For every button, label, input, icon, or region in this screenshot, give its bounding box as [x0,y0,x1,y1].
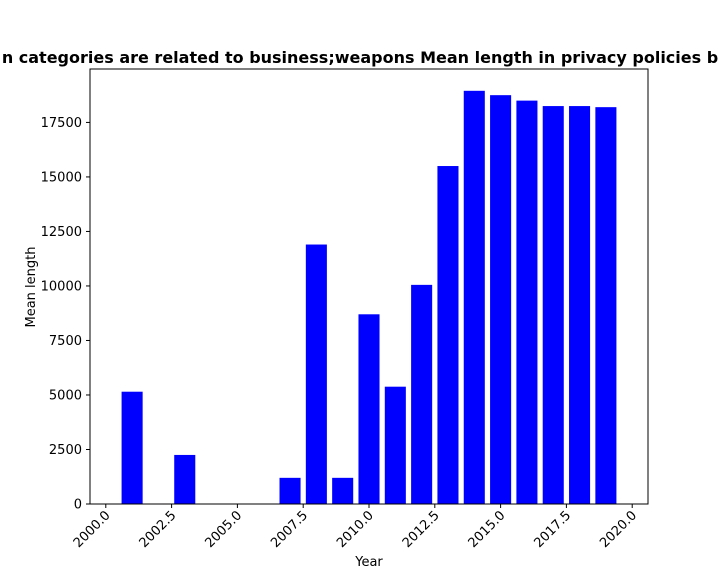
bar-2009 [332,477,354,504]
bar-2017 [542,106,564,504]
x-tick-label: 2012.5 [400,508,443,551]
x-tick-label: 2015.0 [466,508,509,551]
bar-2015 [490,95,512,505]
bar-2014 [463,90,485,505]
bar-2011 [384,386,406,504]
y-tick-label: 17500 [41,116,82,131]
bar-2010 [358,314,380,504]
bar-2013 [437,166,459,504]
bar-2001 [121,391,143,504]
y-tick-label: 15000 [41,170,82,185]
bar-2018 [569,106,591,504]
bar-2016 [516,100,538,504]
y-tick-label: 2500 [49,443,82,458]
x-tick-label: 2010.0 [334,508,377,551]
bar-2008 [305,244,327,505]
x-tick-label: 2000.0 [71,508,114,551]
bar-2007 [279,477,301,504]
chart-title: n categories are related to business;wea… [2,48,718,67]
y-tick-label: 0 [74,498,82,513]
x-axis-label: Year [354,555,383,570]
x-tick-label: 2007.5 [268,508,311,551]
bars-group [121,90,617,505]
x-tick-label: 2002.5 [137,508,180,551]
y-tick-label: 7500 [49,334,82,349]
x-tick-label: 2020.0 [597,508,640,551]
y-tick-label: 5000 [49,388,82,403]
x-tick-label: 2005.0 [202,508,245,551]
x-axis: 2000.0 2002.5 2005.0 2007.5 2010.0 2012.5 2015… [71,504,640,551]
y-tick-label: 12500 [41,225,82,240]
y-axis: 0 2500 5000 7500 10000 12500 15000 17500 [41,116,90,513]
bar-2003 [174,454,196,504]
y-tick-label: 10000 [41,279,82,294]
y-axis-label: Mean length [24,247,39,328]
bar-2019 [595,107,617,504]
bar-2012 [411,284,433,504]
x-tick-label: 2017.5 [531,508,574,551]
